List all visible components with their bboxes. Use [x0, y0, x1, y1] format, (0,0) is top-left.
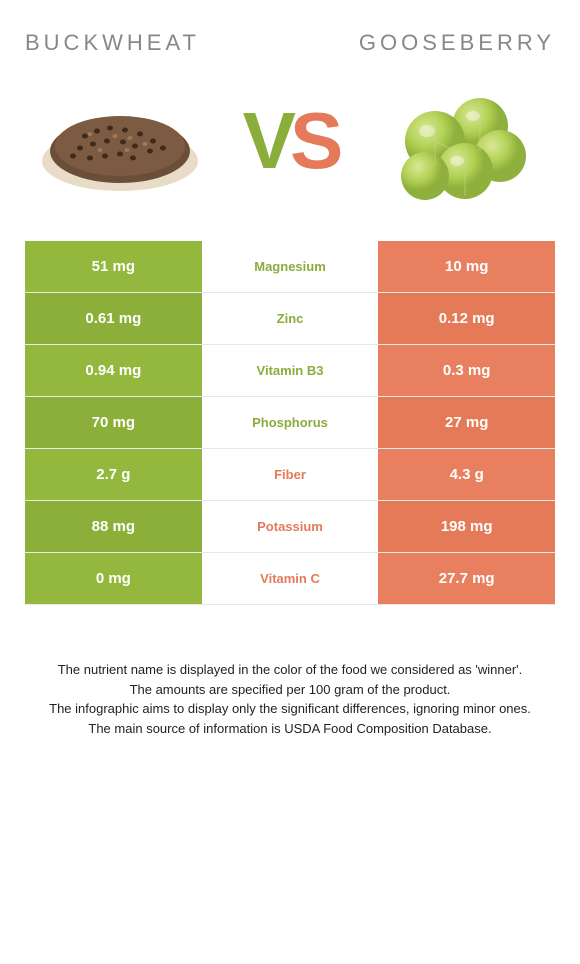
table-row: 88 mgPotassium198 mg: [25, 501, 555, 553]
nutrient-label: Vitamin B3: [202, 345, 379, 396]
nutrient-label: Phosphorus: [202, 397, 379, 448]
footer-line-1: The nutrient name is displayed in the co…: [30, 660, 550, 680]
nutrient-label: Potassium: [202, 501, 379, 552]
buckwheat-icon: [35, 86, 205, 196]
left-value: 70 mg: [25, 397, 202, 448]
table-row: 2.7 gFiber4.3 g: [25, 449, 555, 501]
left-value: 0 mg: [25, 553, 202, 604]
table-row: 0.94 mgVitamin B30.3 mg: [25, 345, 555, 397]
nutrient-table: 51 mgMagnesium10 mg0.61 mgZinc0.12 mg0.9…: [25, 241, 555, 605]
left-value: 0.61 mg: [25, 293, 202, 344]
infographic-container: Buckwheat Gooseberry: [0, 0, 580, 758]
right-value: 4.3 g: [378, 449, 555, 500]
footer-line-3: The infographic aims to display only the…: [30, 699, 550, 719]
footer-line-4: The main source of information is USDA F…: [30, 719, 550, 739]
table-row: 70 mgPhosphorus27 mg: [25, 397, 555, 449]
gooseberry-icon: [385, 76, 535, 206]
nutrient-label: Fiber: [202, 449, 379, 500]
right-value: 10 mg: [378, 241, 555, 292]
left-value: 88 mg: [25, 501, 202, 552]
right-food-title: Gooseberry: [359, 30, 555, 56]
vs-v: V: [243, 95, 290, 187]
left-value: 51 mg: [25, 241, 202, 292]
header: Buckwheat Gooseberry: [25, 30, 555, 56]
right-value: 198 mg: [378, 501, 555, 552]
table-row: 51 mgMagnesium10 mg: [25, 241, 555, 293]
gooseberry-image: [375, 76, 545, 206]
vs-s: S: [290, 95, 337, 187]
vs-label: VS: [243, 95, 338, 187]
nutrient-label: Vitamin C: [202, 553, 379, 604]
footer-line-2: The amounts are specified per 100 gram o…: [30, 680, 550, 700]
table-row: 0.61 mgZinc0.12 mg: [25, 293, 555, 345]
nutrient-label: Magnesium: [202, 241, 379, 292]
buckwheat-image: [35, 76, 205, 206]
right-value: 0.12 mg: [378, 293, 555, 344]
footer-notes: The nutrient name is displayed in the co…: [25, 660, 555, 738]
left-value: 0.94 mg: [25, 345, 202, 396]
left-food-title: Buckwheat: [25, 30, 200, 56]
nutrient-label: Zinc: [202, 293, 379, 344]
table-row: 0 mgVitamin C27.7 mg: [25, 553, 555, 605]
left-value: 2.7 g: [25, 449, 202, 500]
images-row: VS: [25, 76, 555, 206]
right-value: 0.3 mg: [378, 345, 555, 396]
right-value: 27.7 mg: [378, 553, 555, 604]
right-value: 27 mg: [378, 397, 555, 448]
